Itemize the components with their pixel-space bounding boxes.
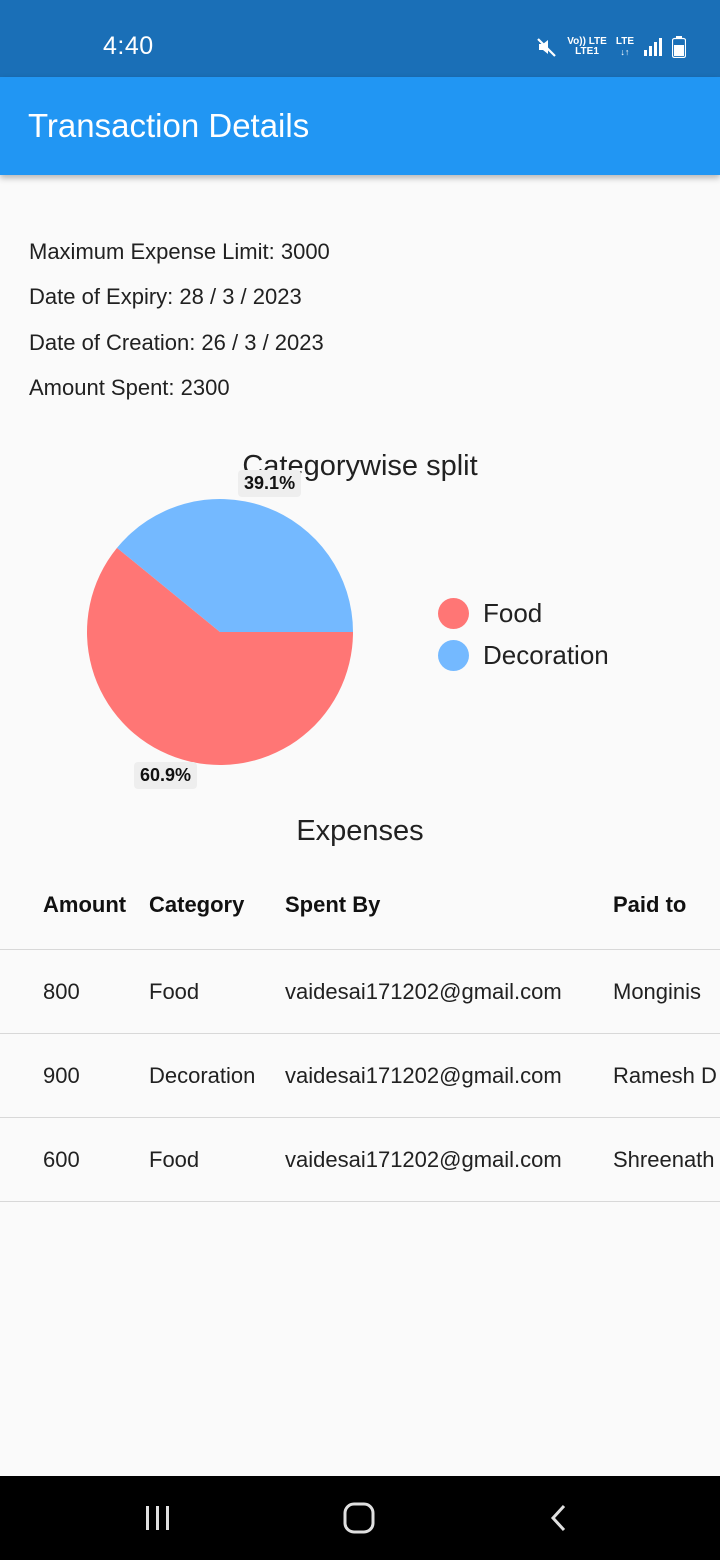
legend-dot-decoration (438, 639, 469, 671)
cell-paid-to: Monginis (613, 978, 702, 1004)
column-header-spent-by[interactable]: Spent By (285, 891, 381, 917)
column-header-paid-to[interactable]: Paid to (613, 891, 687, 917)
max-limit-text: Maximum Expense Limit: 3000 (29, 239, 330, 264)
cell-paid-to: Ramesh D (613, 1062, 717, 1088)
battery-icon (672, 36, 686, 58)
lte-indicator: LTE ↓↑ (615, 36, 634, 58)
expiry-date-text: Date of Expiry: 28 / 3 / 2023 (29, 284, 302, 309)
cell-amount: 800 (43, 978, 80, 1004)
data-arrows-icon: ↓↑ (620, 47, 630, 57)
cell-category: Food (149, 978, 200, 1004)
cell-category: Decoration (149, 1062, 256, 1088)
network-indicator: Vo)) LTE LTE1 (567, 37, 607, 57)
pie-label-decoration: 39.1% (238, 469, 302, 497)
cell-spent-by: vaidesai171202@gmail.com (285, 1062, 562, 1088)
app-bar: Transaction Details (0, 77, 720, 175)
net-bottom-label: LTE1 (575, 46, 599, 57)
net-top-label: Vo)) LTE (567, 36, 607, 47)
legend-label-decoration: Decoration (483, 639, 609, 670)
home-button[interactable] (309, 1476, 409, 1560)
table-header-row: Amount Category Spent By Paid to (0, 860, 720, 950)
creation-date-text: Date of Creation: 26 / 3 / 2023 (29, 330, 324, 355)
column-header-category[interactable]: Category (149, 891, 245, 917)
status-time: 4:40 (103, 32, 154, 60)
signal-icon (644, 38, 662, 56)
cell-spent-by: vaidesai171202@gmail.com (285, 978, 562, 1004)
navigation-bar (0, 1476, 720, 1560)
amount-spent-text: Amount Spent: 2300 (29, 375, 230, 400)
home-icon (343, 1502, 375, 1534)
cell-paid-to: Shreenath (613, 1146, 715, 1172)
pie-slice-decoration (116, 499, 353, 632)
column-header-amount[interactable]: Amount (43, 891, 127, 917)
legend-item-decoration: Decoration (438, 634, 609, 676)
pie-label-food: 60.9% (133, 762, 197, 789)
recent-apps-button[interactable] (108, 1476, 208, 1560)
chart-legend: Food Decoration (438, 592, 609, 676)
legend-dot-food (438, 597, 469, 629)
lte-label: LTE (615, 36, 634, 47)
expenses-table: Amount Category Spent By Paid to 800 Foo… (0, 860, 720, 1202)
legend-item-food: Food (438, 592, 609, 634)
status-icons: Vo)) LTE LTE1 LTE ↓↑ (536, 34, 686, 60)
recent-apps-icon (146, 1506, 169, 1530)
cell-category: Food (149, 1146, 200, 1172)
legend-label-food: Food (483, 597, 543, 628)
back-icon (550, 1504, 566, 1532)
table-row[interactable]: 800 Food vaidesai171202@gmail.com Mongin… (0, 950, 720, 1034)
cell-amount: 600 (43, 1146, 80, 1172)
expenses-title: Expenses (296, 815, 424, 847)
pie-slice-food (86, 547, 354, 765)
status-bar: 4:40 Vo)) LTE LTE1 LTE ↓↑ (0, 0, 720, 77)
pie-chart (86, 499, 354, 765)
cell-amount: 900 (43, 1062, 80, 1088)
cell-spent-by: vaidesai171202@gmail.com (285, 1146, 562, 1172)
mute-icon (537, 38, 556, 57)
back-button[interactable] (510, 1476, 610, 1560)
table-row[interactable]: 600 Food vaidesai171202@gmail.com Shreen… (0, 1118, 720, 1202)
page-title: Transaction Details (28, 107, 310, 144)
table-row[interactable]: 900 Decoration vaidesai171202@gmail.com … (0, 1034, 720, 1118)
